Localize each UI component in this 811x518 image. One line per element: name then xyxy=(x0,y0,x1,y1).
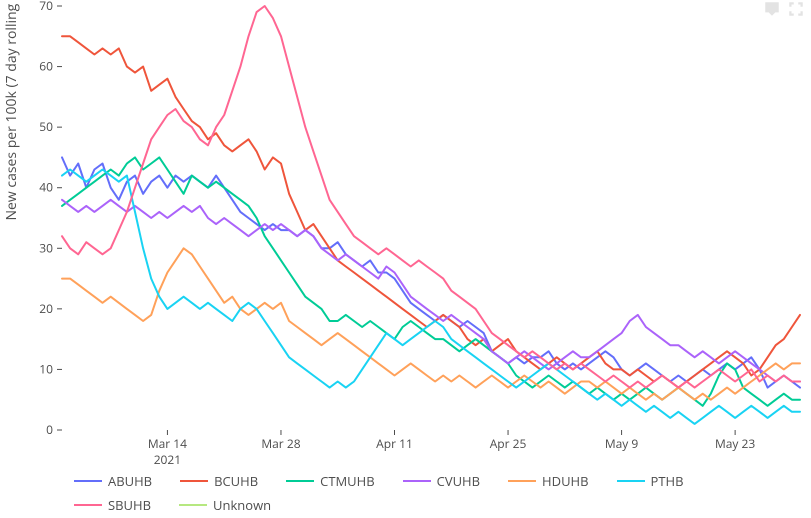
legend-item-sbuhb[interactable]: SBUHB xyxy=(74,496,151,514)
y-tick-label: 30 xyxy=(39,239,53,256)
legend-swatch xyxy=(180,480,208,482)
legend-label: CVUHB xyxy=(437,472,480,490)
legend-label: PTHB xyxy=(651,472,684,490)
y-tick-label: 0 xyxy=(46,421,53,438)
legend-label: Unknown xyxy=(213,496,271,514)
legend-item-abuhb[interactable]: ABUHB xyxy=(74,472,152,490)
legend-label: ABUHB xyxy=(108,472,152,490)
y-tick-label: 60 xyxy=(39,58,53,75)
y-tick-label: 10 xyxy=(39,360,53,377)
legend-swatch xyxy=(617,480,645,482)
series-ctmuhb[interactable] xyxy=(62,157,800,405)
legend-item-pthb[interactable]: PTHB xyxy=(617,472,684,490)
legend-label: CTMUHB xyxy=(320,472,375,490)
y-tick-label: 20 xyxy=(39,300,53,317)
chart-plot: 0 10 20 30 40 50 60 70 Mar 14 Mar 28 Apr 11 Apr 25 M… xyxy=(0,0,811,518)
legend-label: SBUHB xyxy=(108,496,151,514)
legend-item-cvuhb[interactable]: CVUHB xyxy=(403,472,480,490)
y-tick-label: 50 xyxy=(39,118,53,135)
chart-container: New cases per 100k (7 day rolling sum) 0… xyxy=(0,0,811,518)
legend-swatch xyxy=(74,504,102,506)
legend-swatch xyxy=(179,504,207,506)
legend-swatch xyxy=(403,480,431,482)
y-tick-label: 40 xyxy=(39,179,53,196)
legend-label: HDUHB xyxy=(542,472,588,490)
x-tick-label: May 9 xyxy=(605,435,639,452)
x-year-label: 2021 xyxy=(154,451,181,468)
legend-swatch xyxy=(286,480,314,482)
legend: ABUHB BCUHB CTMUHB CVUHB HDUHB PTHB SBUHB Unkno… xyxy=(74,472,774,514)
x-tick-label: Mar 28 xyxy=(261,435,300,452)
legend-swatch xyxy=(74,480,102,482)
x-tick-label: May 23 xyxy=(715,435,755,452)
legend-item-bcuhb[interactable]: BCUHB xyxy=(180,472,258,490)
legend-item-unknown[interactable]: Unknown xyxy=(179,496,271,514)
x-tick-label: Apr 25 xyxy=(490,435,527,452)
legend-item-ctmuhb[interactable]: CTMUHB xyxy=(286,472,375,490)
legend-swatch xyxy=(508,480,536,482)
x-tick-label: Apr 11 xyxy=(376,435,413,452)
legend-label: BCUHB xyxy=(214,472,258,490)
x-tick-label: Mar 14 xyxy=(148,435,187,452)
series-sbuhb[interactable] xyxy=(62,6,800,388)
y-tick-label: 70 xyxy=(39,0,53,14)
series-cvuhb[interactable] xyxy=(62,200,800,382)
legend-item-hduhb[interactable]: HDUHB xyxy=(508,472,588,490)
series-pthb[interactable] xyxy=(62,170,800,424)
